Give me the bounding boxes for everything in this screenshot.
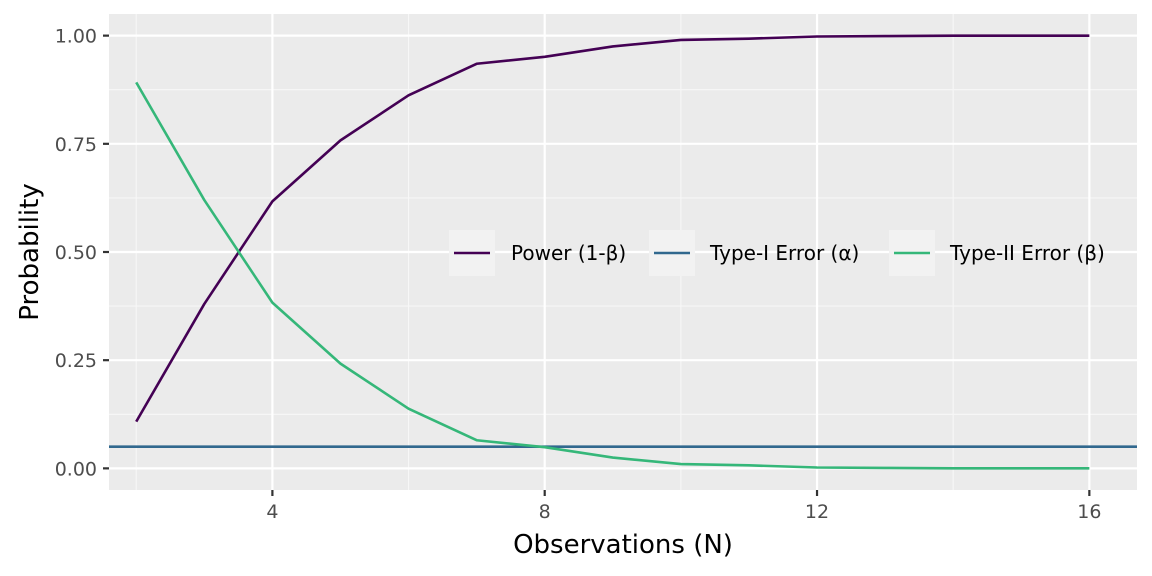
series-layer: [109, 34, 1137, 470]
series-line-power-1: [135, 34, 1090, 423]
x-axis: 4 8 12 16: [266, 490, 1101, 523]
y-tick-label: 0.50: [55, 242, 97, 264]
y-axis-title: Probability: [15, 183, 45, 320]
x-axis-title: Observations (N): [513, 530, 733, 560]
x-tick-label: 8: [539, 501, 551, 523]
legend-label-power-1: Power (1-β): [511, 241, 626, 265]
series-line-type-ii-error: [135, 81, 1090, 470]
y-tick-label: 0.75: [55, 134, 97, 156]
y-axis: 0.00 0.25 0.50 0.75 1.00: [55, 26, 109, 480]
minor-gridlines: [109, 14, 1137, 490]
legend-label-type-i-error: Type-I Error (α): [709, 241, 859, 265]
x-tick-label: 16: [1077, 501, 1101, 523]
x-tick-label: 4: [266, 501, 278, 523]
legend-label-type-ii-error: Type-II Error (β): [949, 241, 1105, 265]
legend: Power (1-β) Type-I Error (α) Type-II Error…: [449, 230, 1105, 276]
x-tick-label: 12: [805, 501, 829, 523]
y-tick-label: 1.00: [55, 26, 97, 48]
y-tick-label: 0.00: [55, 458, 97, 480]
y-tick-label: 0.25: [55, 350, 97, 372]
